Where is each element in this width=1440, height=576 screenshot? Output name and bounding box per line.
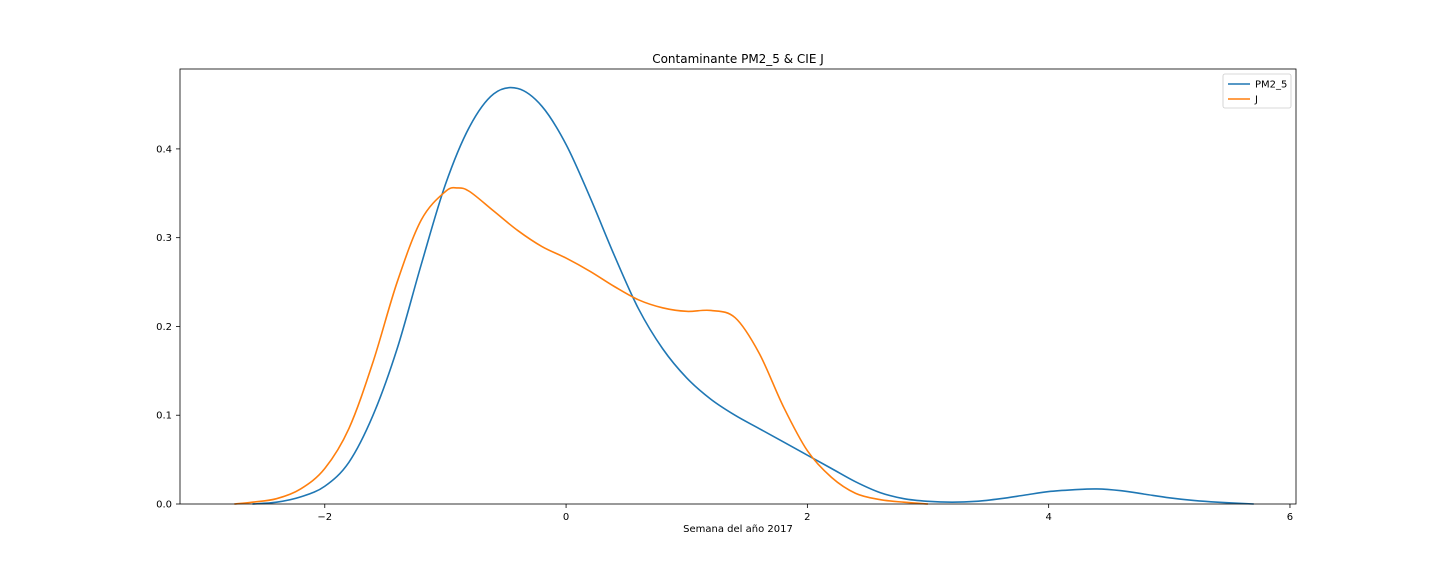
x-axis: −2 0 2 4 6 (317, 504, 1293, 523)
plot-area (234, 86, 1254, 505)
series-line-pm2-5 (252, 86, 1254, 505)
x-tick-label: 6 (1287, 512, 1293, 523)
x-tick-label: −2 (317, 512, 332, 523)
legend-label: PM2_5 (1255, 80, 1287, 91)
x-tick-label: 0 (563, 512, 569, 523)
chart-title: Contaminante PM2_5 & CIE J (652, 52, 824, 66)
legend: PM2_5 J (1222, 73, 1292, 109)
plot-frame (179, 68, 1297, 505)
y-tick-label: 0.1 (156, 411, 172, 422)
x-tick-label: 4 (1045, 512, 1051, 523)
y-tick-label: 0.4 (156, 144, 172, 155)
series-line-j (234, 186, 929, 505)
legend-label: J (1254, 95, 1258, 106)
y-tick-label: 0.3 (156, 233, 172, 244)
y-tick-label: 0.2 (156, 322, 172, 333)
y-axis: 0.0 0.1 0.2 0.3 0.4 (156, 144, 180, 511)
x-tick-label: 2 (804, 512, 810, 523)
y-tick-label: 0.0 (156, 500, 172, 511)
x-axis-label: Semana del año 2017 (683, 524, 793, 535)
